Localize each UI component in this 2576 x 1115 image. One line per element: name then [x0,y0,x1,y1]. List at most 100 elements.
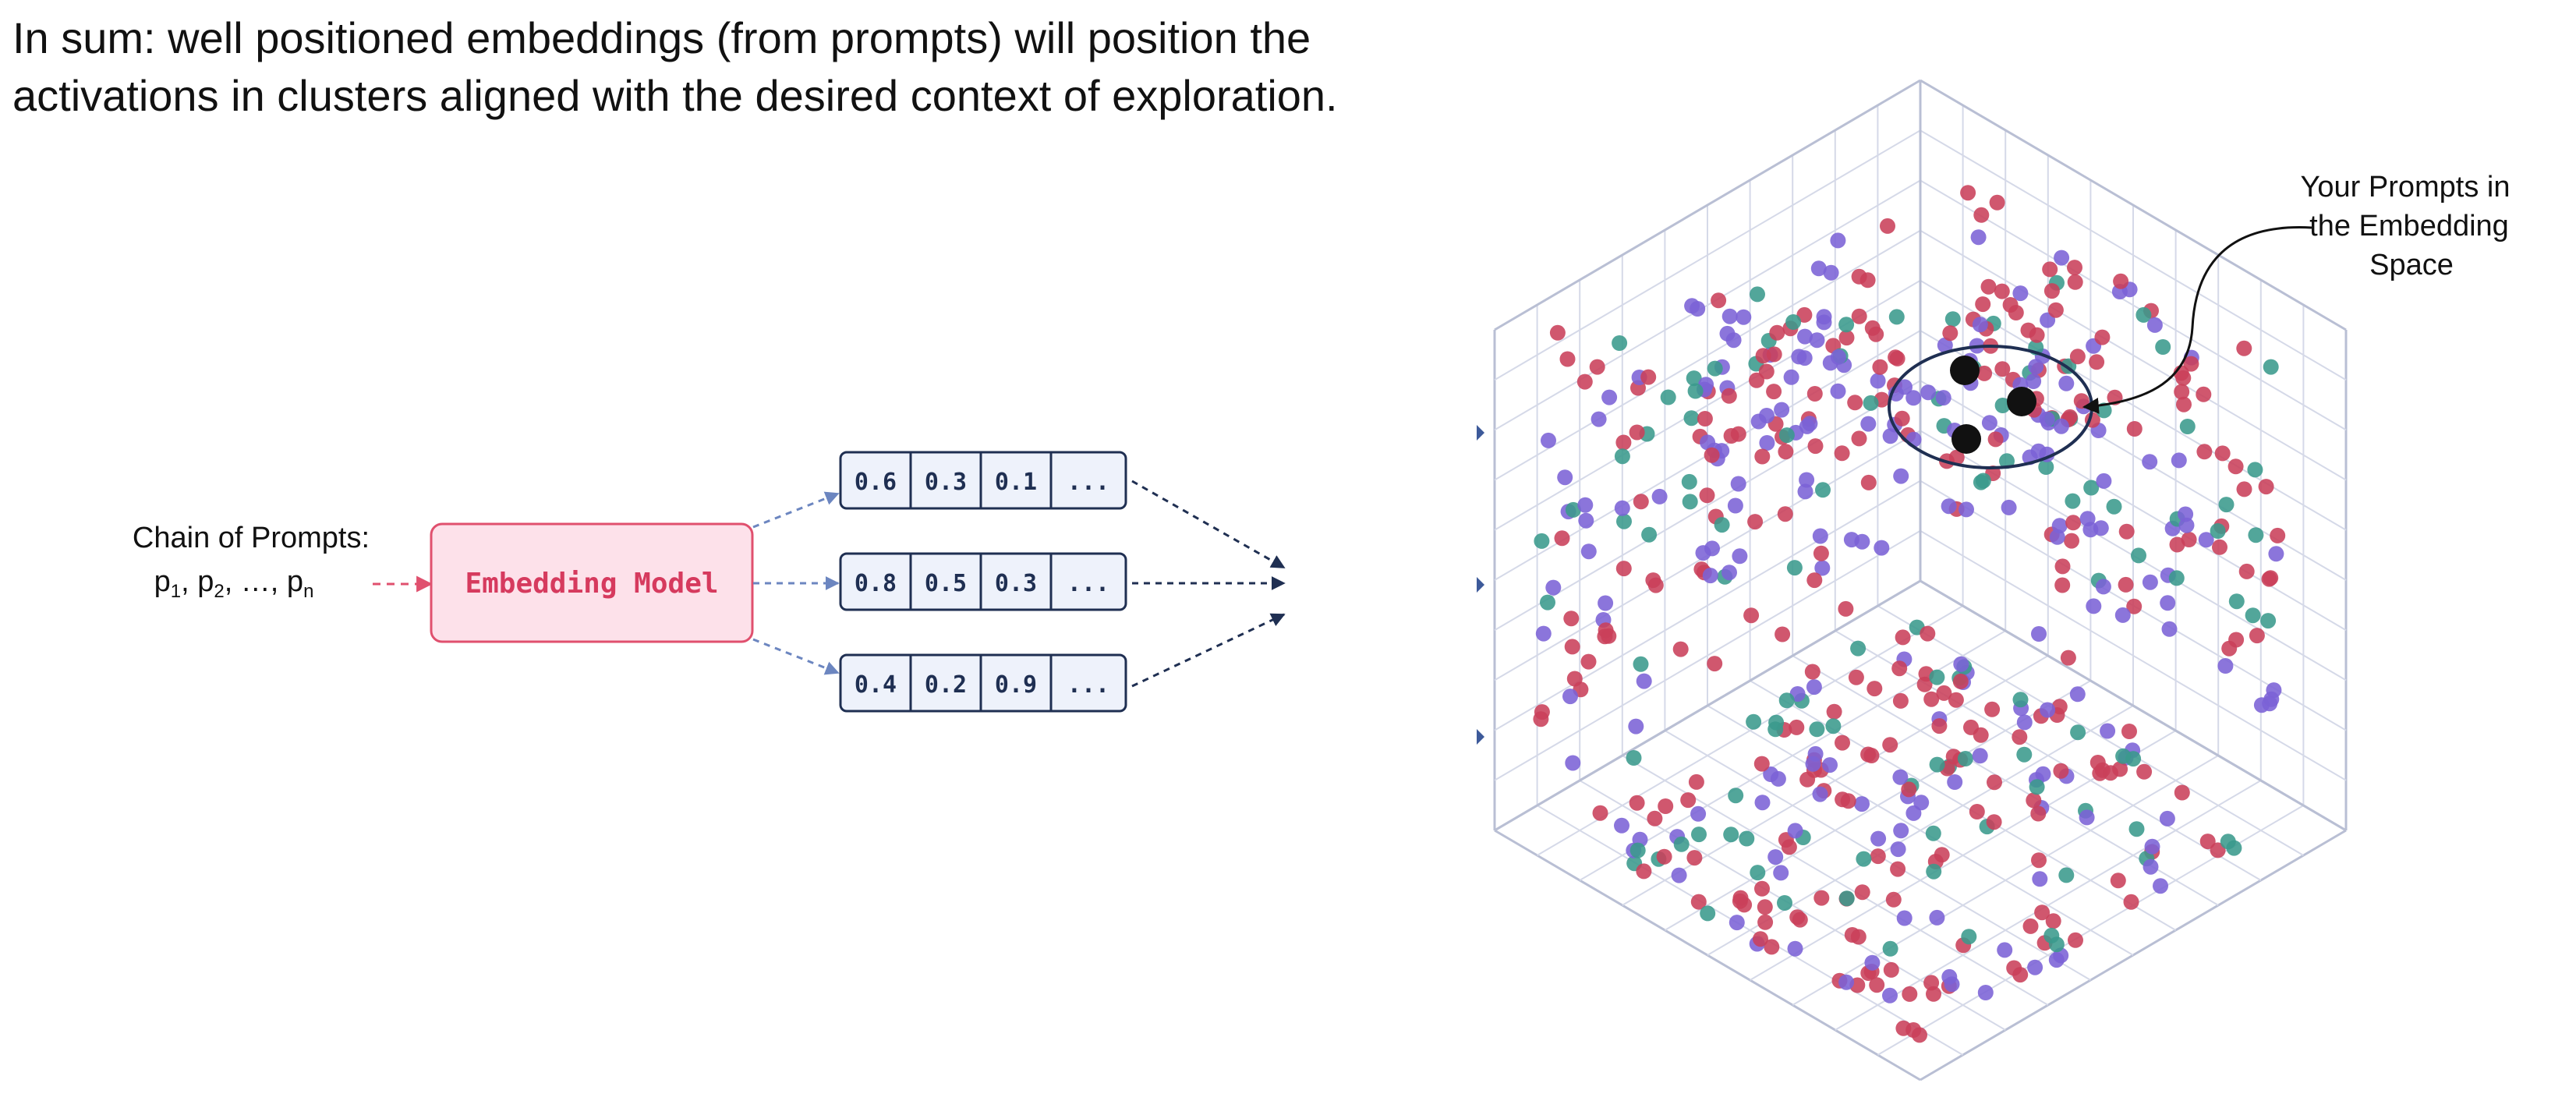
data-point [1923,691,1940,707]
data-point [1615,561,1632,577]
data-point [2096,402,2112,419]
arrow-to-space-1 [1131,480,1286,569]
data-point [1778,427,1795,444]
data-point [2064,533,2079,549]
data-point [1629,795,1645,811]
data-point [1890,861,1906,877]
data-point [1787,823,1803,839]
data-point [1686,850,1703,866]
data-point [1671,867,1687,883]
data-point [1815,482,1831,498]
data-point [1614,500,1630,516]
vector-cell-value: 0.2 [925,671,967,699]
data-point [1825,718,1842,734]
data-point [2142,454,2158,470]
data-point [1838,317,1855,333]
data-point [2168,570,2185,586]
data-point [1759,435,1775,451]
data-point [1929,756,1945,773]
data-point [2058,867,2075,883]
data-point [1888,349,1904,366]
model-to-vector-arrows [752,491,840,675]
data-point [2043,283,2060,299]
data-point [2247,462,2263,478]
data-point [1730,426,1746,442]
data-point [2068,932,2083,948]
data-point [1986,814,2002,830]
grid-line [1750,680,2177,931]
data-point [1997,942,2013,958]
data-point [1944,311,1961,327]
data-point [1838,890,1855,907]
data-point [2263,570,2279,586]
data-point [1647,577,1664,593]
data-point [1636,673,1652,689]
data-point [2001,499,2017,515]
data-point [2174,384,2190,400]
data-point [1723,827,1739,843]
data-point [1688,773,1704,790]
data-point [2143,858,2159,875]
data-point [1987,774,2002,791]
data-point [1892,769,1909,785]
headline-line-1: In sum: well positioned embeddings (from… [12,13,1311,62]
grid-line [1537,605,1964,856]
data-point [2245,607,2261,624]
data-point [1905,390,1922,406]
data-point [1778,692,1795,709]
data-point [2035,766,2051,782]
data-point [2040,702,2056,718]
data-point [2115,748,2132,764]
grid-line [1920,229,2347,481]
data-point [1891,660,1908,677]
data-point [2183,356,2199,372]
data-point [2268,546,2284,562]
data-point [1826,703,1842,720]
data-point [1948,692,1964,708]
data-point [2160,595,2176,611]
data-point [1830,232,1846,249]
embedding-vector: 0.8 0.5 0.3... [839,552,1127,611]
data-point [1959,501,1974,518]
data-point [1758,363,1775,380]
data-point [1598,595,1614,611]
data-point [1806,386,1823,402]
data-point [1838,600,1854,617]
vector-cell-value: ... [1067,570,1109,597]
data-point [1863,748,1880,763]
data-point [1989,194,2005,211]
data-point [1838,330,1855,346]
data-point [1564,639,1580,655]
data-point [2178,506,2194,522]
data-point [2155,339,2171,355]
data-point [1777,506,1793,522]
data-point [1628,718,1644,734]
data-point [1563,611,1580,627]
data-point [1660,389,1676,405]
data-point [1601,389,1618,405]
data-point [1838,974,1855,990]
data-point [1823,264,1839,281]
data-point [2029,327,2045,343]
data-point [2214,445,2231,462]
data-point [2069,686,2086,703]
data-point [1727,497,1743,514]
grid-line [1494,229,1921,481]
data-point [1813,545,1829,561]
data-point [2238,563,2255,579]
grid-line [1920,579,2347,832]
annotation-line-1: Your Prompts in [2301,171,2511,204]
data-point [2113,273,2129,289]
data-point [2065,515,2082,531]
data-point [2128,821,2145,837]
data-point [1984,701,2001,717]
data-point [1994,283,2010,299]
data-point [2012,285,2029,302]
data-point [1770,770,1786,787]
data-point [2089,354,2105,370]
data-point [2199,834,2216,850]
data-point [1615,434,1632,451]
data-point [1714,517,1730,533]
data-point [1960,185,1976,201]
data-point [1830,349,1846,365]
